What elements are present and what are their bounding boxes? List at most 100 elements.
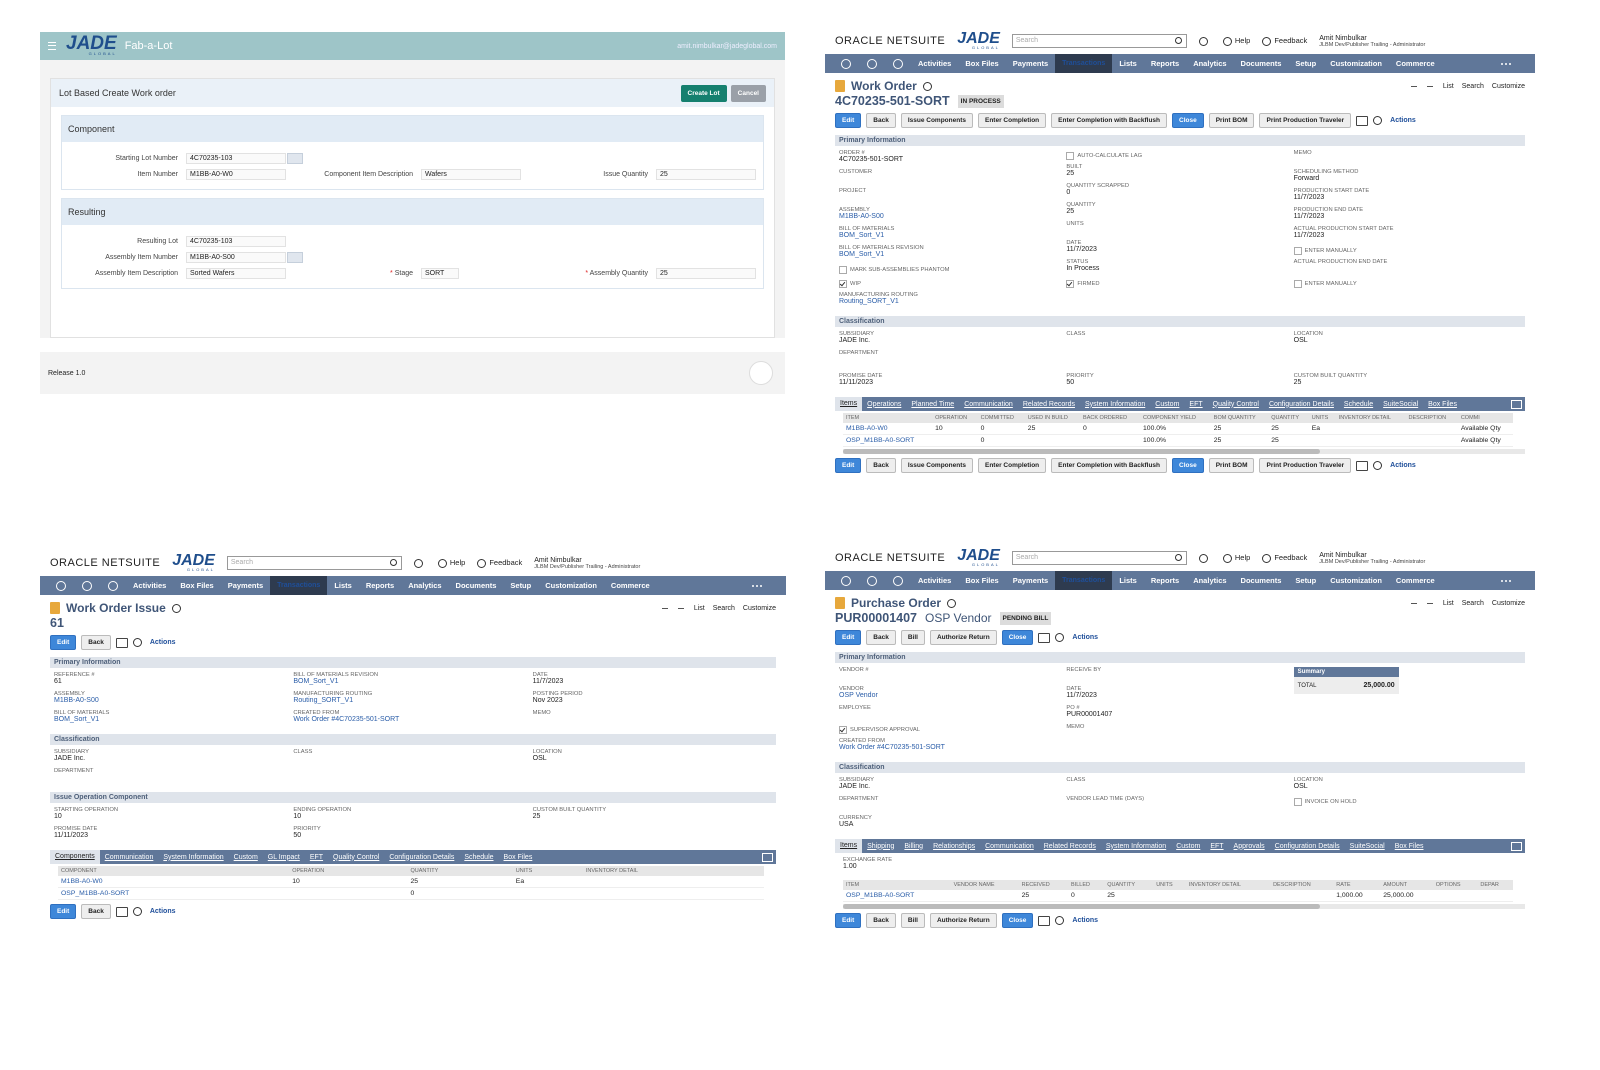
subtab[interactable]: Operations (867, 400, 902, 408)
menu-icon[interactable] (48, 42, 56, 50)
subtab-menu[interactable] (1511, 842, 1522, 851)
nav-item[interactable]: Activities (918, 576, 952, 585)
subtab[interactable]: Communication (985, 842, 1034, 850)
subtab[interactable]: Components (50, 850, 100, 864)
button[interactable]: Bill (900, 913, 925, 928)
user-info[interactable]: Amit Nimbulkar JLBM Dev/Publisher Trailin… (1319, 35, 1425, 48)
nav-item[interactable]: Commerce (610, 581, 650, 590)
actions-icon[interactable] (1055, 633, 1065, 642)
button[interactable]: Print BOM (1208, 113, 1255, 128)
field-input[interactable]: M1BB-A0-W0 (186, 169, 286, 180)
button[interactable]: Back (81, 904, 111, 919)
more-menu[interactable] (752, 584, 762, 587)
more-menu[interactable] (1501, 579, 1511, 582)
nav-item[interactable]: Lists (334, 581, 352, 590)
nav-item[interactable]: Transactions (1055, 571, 1113, 590)
more-menu[interactable] (1501, 62, 1511, 65)
button[interactable]: Authorize Return (929, 630, 997, 645)
help[interactable]: Help (1222, 36, 1250, 46)
field-value[interactable]: M1BB-A0-S00 (54, 697, 99, 704)
print-icon[interactable] (1038, 632, 1051, 643)
field-input[interactable]: 4C70235-103 (186, 153, 303, 164)
button[interactable]: Print BOM (1208, 458, 1255, 473)
button[interactable]: Close (1172, 113, 1204, 128)
field-value[interactable]: Work Order #4C70235-501-SORT (293, 716, 400, 723)
nav-item[interactable]: Lists (1119, 576, 1137, 585)
nav-item[interactable]: Transactions (1055, 54, 1113, 73)
subtab[interactable]: Custom (233, 853, 258, 861)
field-value[interactable]: BOM_Sort_V1 (293, 678, 339, 685)
field-input[interactable]: 4C70235-103 (186, 236, 286, 247)
nav-item[interactable]: Documents (1240, 576, 1282, 585)
nav-item[interactable]: Reports (365, 581, 395, 590)
actions-menu[interactable]: Actions (149, 639, 176, 646)
search-box[interactable]: Search (1011, 551, 1187, 565)
button[interactable]: Print Production Traveler (1259, 458, 1352, 473)
search-icon[interactable] (922, 81, 932, 91)
prev-arrow[interactable] (1410, 85, 1417, 87)
subtab[interactable]: Custom (1155, 400, 1180, 408)
actions-icon[interactable] (132, 638, 142, 647)
field-value[interactable]: Routing_SORT_V1 (293, 697, 354, 704)
feedback[interactable]: Feedback (477, 558, 522, 568)
field-value[interactable]: Routing_SORT_V1 (839, 298, 899, 305)
checkbox[interactable] (1293, 246, 1302, 255)
field-value[interactable]: OSP Vendor (839, 692, 878, 699)
subtab[interactable]: EFT (1210, 842, 1224, 850)
nav-icon[interactable] (867, 575, 877, 586)
user-menu[interactable]: amit.nimbulkar@jadeglobal.com (677, 42, 777, 50)
checkbox[interactable] (1293, 279, 1302, 288)
actions-menu[interactable]: Actions (1390, 462, 1416, 469)
subtab[interactable]: Communication (104, 853, 154, 861)
button[interactable]: Edit (835, 913, 862, 928)
record-link[interactable]: List (1442, 599, 1454, 607)
help[interactable]: Help (1222, 553, 1250, 563)
button[interactable]: Bill (900, 630, 925, 645)
actions-menu[interactable]: Actions (149, 908, 176, 915)
button[interactable]: Issue Components (900, 113, 973, 128)
actions-icon[interactable] (1055, 916, 1065, 925)
record-link[interactable]: List (1442, 82, 1454, 90)
button[interactable]: Edit (835, 113, 862, 128)
field-input[interactable]: 25 (656, 169, 756, 180)
nav-icon[interactable] (841, 58, 851, 69)
feedback[interactable]: Feedback (1262, 36, 1307, 46)
button[interactable]: Back (866, 458, 896, 473)
nav-icon[interactable] (56, 580, 66, 591)
subtab[interactable]: Relationships (933, 842, 976, 850)
button[interactable]: Edit (50, 904, 77, 919)
subtab[interactable]: EFT (309, 853, 324, 861)
actions-icon[interactable] (1373, 461, 1383, 470)
nav-item[interactable]: Commerce (1395, 59, 1435, 68)
field-input[interactable]: M1BB-A0-S00 (186, 252, 303, 263)
button[interactable]: Enter Completion with Backflush (1051, 458, 1167, 473)
nav-item[interactable]: Customization (545, 581, 597, 590)
subtab[interactable]: Approvals (1233, 842, 1265, 850)
prev-arrow[interactable] (661, 607, 668, 609)
button[interactable]: Edit (835, 630, 862, 645)
subtab[interactable]: Billing (904, 842, 924, 850)
checkbox[interactable] (1066, 279, 1075, 288)
field-input[interactable]: Wafers (421, 169, 521, 180)
subtab[interactable]: Box Files (1394, 842, 1424, 850)
subtab[interactable]: Planned Time (911, 400, 955, 408)
nav-item[interactable]: Transactions (270, 576, 328, 595)
record-link[interactable]: Customize (1491, 599, 1525, 607)
subtab[interactable]: SuiteSocial (1349, 842, 1385, 850)
nav-item[interactable]: Payments (1012, 576, 1049, 585)
subtab[interactable]: Related Records (1043, 842, 1096, 850)
nav-icon[interactable] (82, 580, 92, 591)
nav-item[interactable]: Setup (1295, 576, 1317, 585)
subtab[interactable]: System Information (1084, 400, 1146, 408)
field-value[interactable]: M1BB-A0-S00 (839, 213, 884, 220)
checkbox[interactable] (839, 265, 847, 274)
feedback[interactable]: Feedback (1262, 553, 1307, 563)
actions-icon[interactable] (132, 907, 142, 916)
subtab[interactable]: System Information (1105, 842, 1167, 850)
user-info[interactable]: Amit Nimbulkar JLBM Dev/Publisher Trailin… (1319, 552, 1425, 565)
button[interactable]: Back (866, 913, 896, 928)
nav-item[interactable]: Activities (918, 59, 952, 68)
next-arrow[interactable] (677, 607, 684, 609)
record-link[interactable]: List (693, 604, 705, 612)
button[interactable]: Enter Completion (977, 458, 1047, 473)
